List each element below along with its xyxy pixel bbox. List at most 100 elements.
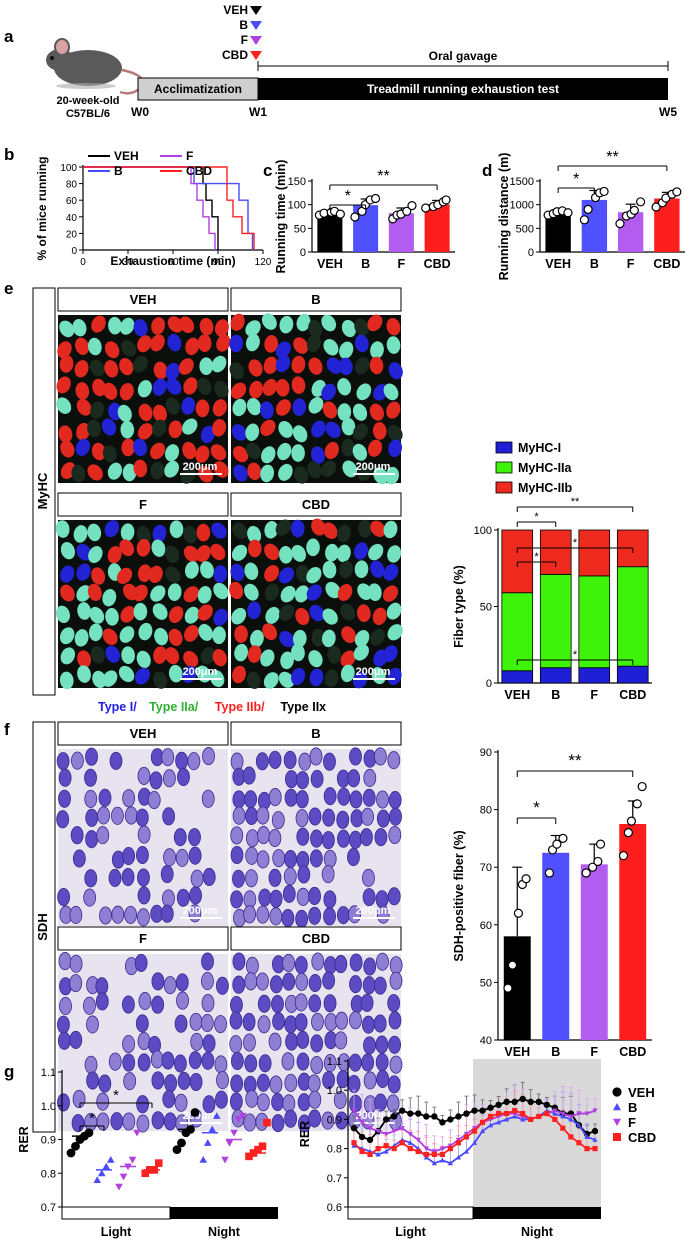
muscle-fiber [135, 808, 149, 827]
muscle-fiber [151, 1111, 165, 1130]
image-title-box [230, 721, 402, 746]
muscle-fiber [216, 334, 231, 352]
light-bar [61, 1206, 171, 1220]
muscle-fiber [153, 671, 168, 689]
data-point [391, 1129, 397, 1134]
muscle-fiber [211, 355, 227, 373]
muscle-fiber [108, 1052, 122, 1071]
muscle-fiber [308, 1090, 322, 1109]
muscle-fiber [307, 1074, 321, 1093]
y-tick-label: 500 [516, 223, 534, 235]
muscle-fiber [74, 629, 89, 647]
muscle-fiber [136, 845, 149, 865]
muscle-fiber [389, 807, 402, 826]
image-title-box [57, 287, 229, 312]
week-label: W0 [131, 105, 149, 119]
muscle-fiber [76, 422, 91, 441]
muscle-fiber [229, 581, 244, 600]
legend-marker-g [613, 1103, 621, 1111]
muscle-fiber [72, 849, 86, 868]
muscle-fiber [176, 991, 189, 1010]
muscle-fiber [338, 357, 353, 376]
muscle-fiber [200, 561, 214, 579]
muscle-fiber [307, 461, 322, 479]
muscle-fiber [212, 399, 227, 417]
muscle-fiber [232, 790, 246, 809]
muscle-fiber [138, 403, 153, 422]
muscle-fiber [352, 403, 368, 421]
oral-gavage-label: Oral gavage [429, 49, 498, 63]
data-point [351, 1143, 357, 1148]
muscle-fiber [348, 1053, 362, 1072]
muscle-fiber [200, 1014, 214, 1033]
muscle-fiber [184, 625, 199, 642]
muscle-fiber [200, 425, 215, 444]
category-label: VEH [504, 688, 530, 702]
muscle-fiber [370, 629, 385, 646]
muscle-fiber [86, 1071, 100, 1090]
muscle-fiber [325, 543, 339, 562]
muscle-fiber [174, 1093, 188, 1112]
muscle-fiber [360, 828, 373, 847]
data-point [441, 195, 451, 205]
type-legend-label: Type IIx [281, 700, 327, 714]
data-point [203, 1139, 212, 1146]
muscle-fiber [278, 463, 293, 481]
muscle-fiber [109, 751, 123, 771]
muscle-fiber [262, 378, 278, 396]
muscle-fiber [382, 585, 399, 602]
muscle-fiber [341, 438, 355, 457]
y-axis-label: RER [298, 1121, 312, 1147]
muscle-fiber [169, 520, 184, 539]
muscle-fiber [92, 378, 107, 397]
y-tick-label: 1.0 [41, 1101, 56, 1113]
muscle-fiber [285, 770, 298, 789]
data-point [399, 1107, 406, 1114]
muscle-fiber [245, 423, 260, 441]
scale-bar-label: 200μm [183, 461, 218, 473]
muscle-fiber [59, 355, 74, 373]
muscle-fiber [55, 605, 70, 623]
muscle-fiber [87, 419, 101, 438]
muscle-fiber [374, 828, 388, 847]
muscle-fiber [212, 649, 227, 667]
data-point [177, 1138, 186, 1148]
data-point [212, 1112, 221, 1119]
y-axis-label: Running time (min) [274, 160, 288, 274]
survival-line-cbd [83, 166, 255, 250]
muscle-fiber [102, 382, 118, 400]
y-tick-label: 80 [480, 805, 492, 817]
muscle-fiber [97, 806, 110, 825]
muscle-fiber [321, 831, 335, 850]
y-tick-label: 60 [66, 196, 78, 207]
muscle-fiber [349, 953, 363, 972]
muscle-fiber [167, 583, 182, 601]
muscle-fiber [197, 604, 213, 621]
muscle-fiber [96, 826, 110, 845]
muscle-fiber [163, 976, 177, 995]
muscle-fiber [246, 829, 259, 848]
muscle-fiber [387, 545, 402, 563]
muscle-fiber [388, 362, 403, 380]
muscle-fiber [324, 441, 339, 460]
muscle-fiber [279, 545, 293, 564]
category-label: VEH [545, 257, 571, 271]
data-point [513, 908, 524, 918]
data-point [618, 851, 629, 861]
survival-line-f [83, 166, 216, 250]
muscle-fiber [389, 1055, 403, 1074]
muscle-fiber [247, 462, 262, 481]
data-point [439, 1119, 446, 1126]
muscle-fiber [231, 607, 247, 625]
muscle-fiber [308, 994, 322, 1013]
panel-letter-e: e [4, 279, 13, 298]
data-point [588, 862, 598, 872]
legend-swatch-e [495, 461, 513, 474]
muscle-fiber [256, 905, 270, 924]
muscle-fiber [269, 1075, 283, 1094]
muscle-fiber [256, 972, 269, 991]
data-point [521, 874, 531, 884]
muscle-fiber [213, 608, 228, 626]
data-point [439, 1146, 445, 1152]
data-point [115, 1183, 123, 1191]
